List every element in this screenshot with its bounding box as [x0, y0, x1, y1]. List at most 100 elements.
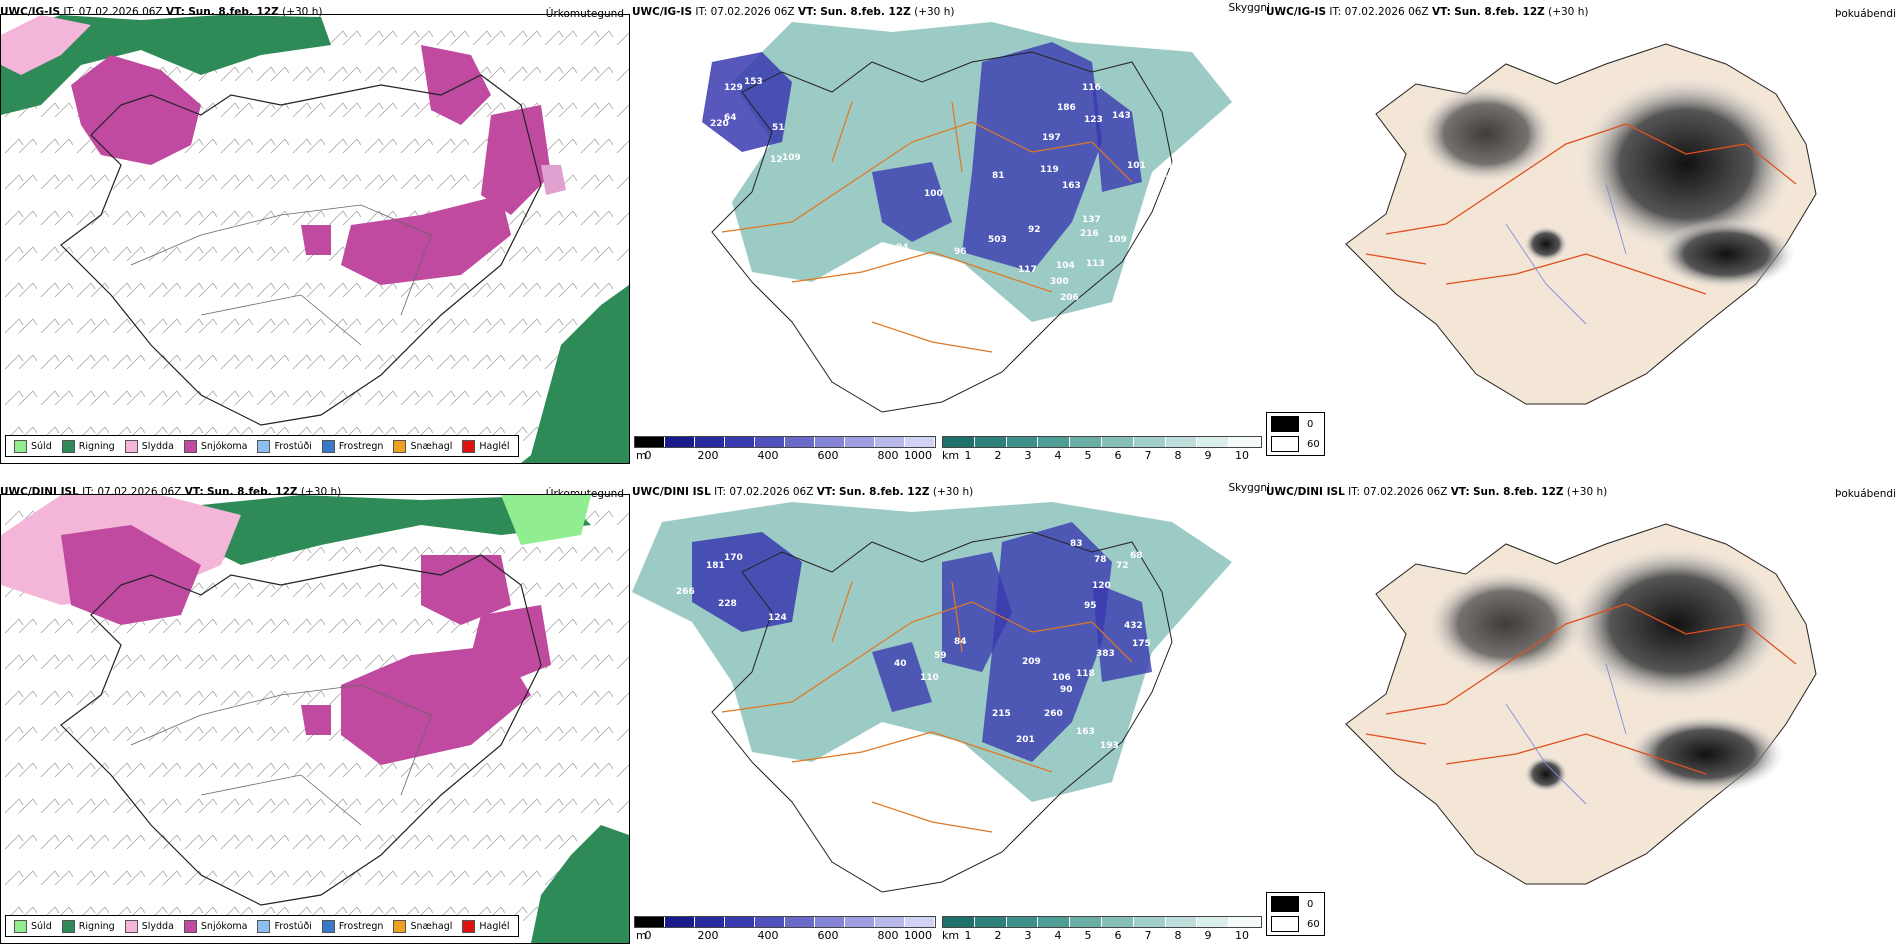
legend-item: Súld — [14, 919, 52, 933]
colorbar-swatch — [1165, 437, 1198, 447]
scale-tick: 9 — [1204, 929, 1212, 942]
ceiling-label: 94 — [896, 243, 909, 253]
colorbar-swatch — [875, 437, 905, 447]
legend-item: Snjókoma — [183, 919, 247, 933]
legend-swatch — [14, 439, 27, 453]
legend-swatch — [462, 439, 476, 453]
colorbar-swatch — [875, 917, 905, 927]
legend-swatch — [124, 439, 138, 453]
precip-type-panel-top: UWC/IG-IS IT: 07.02.2026 06Z VT: Sun. 8.… — [0, 0, 630, 464]
ceiling-label: 113 — [1086, 259, 1105, 269]
init-time: 07.02.2026 06Z — [1344, 6, 1429, 18]
legend-label: Haglél — [479, 920, 510, 932]
ceiling-label: 104 — [1056, 261, 1075, 271]
colorbar-swatch — [1229, 437, 1261, 447]
legend-swatch — [61, 919, 75, 933]
colorbar-swatch — [905, 437, 935, 447]
legend-item: Haglél — [462, 919, 510, 933]
legend-label: Frostúði — [274, 920, 312, 932]
lead-time: (+30 h) — [932, 486, 974, 498]
ceiling-label: 137 — [1082, 215, 1101, 225]
ceiling-visibility-panel-bottom: UWC/DINI ISL IT: 07.02.2026 06Z VT: Sun.… — [632, 480, 1270, 942]
scale-tick: 600 — [817, 449, 839, 462]
ceiling-label: 201 — [1016, 735, 1035, 745]
visibility-scale-ticks: km 1 2 3 4 5 6 7 8 9 10 — [942, 928, 1262, 942]
legend-swatch — [183, 919, 197, 933]
ceiling-label: 83 — [1166, 161, 1179, 171]
scale-tick: 1 — [964, 449, 972, 462]
scale-tick: 200 — [697, 929, 719, 942]
scale-tick: 400 — [757, 929, 779, 942]
legend-item: Rigning — [61, 439, 115, 453]
colorbar-swatch — [755, 437, 785, 447]
legend-item: Frostregn — [321, 439, 383, 453]
scale-tick: 5 — [1084, 929, 1092, 942]
scale-tick: 5 — [1084, 449, 1092, 462]
product-title: Þokuábendi — [1835, 8, 1896, 20]
legend-swatch — [61, 439, 75, 453]
legend-label: Frostregn — [338, 920, 384, 932]
vt-label: VT: — [797, 6, 817, 18]
ceiling-label: 123 — [1084, 115, 1103, 125]
fog-legend-swatch — [1271, 916, 1299, 932]
visibility-scale: km 1 2 3 4 5 6 7 8 9 10 — [942, 916, 1262, 942]
init-time: 07.02.2026 06Z — [729, 486, 814, 498]
ceiling-label: 101 — [1127, 161, 1146, 171]
legend-item: Frostregn — [321, 919, 384, 933]
fog-indicator-panel-top: UWC/IG-IS IT: 07.02.2026 06Z VT: Sun. 8.… — [1266, 0, 1896, 460]
colorbar-swatch — [1133, 437, 1166, 447]
legend-item: Snæhagl — [393, 439, 453, 453]
ceiling-scale-ticks: m 0 200 400 600 800 1000 — [634, 448, 936, 462]
ceiling-label: 90 — [1060, 685, 1073, 695]
ceiling-label: 215 — [992, 709, 1011, 719]
fog-legend-row: 0 — [1271, 416, 1320, 432]
ceiling-label: 64 — [724, 113, 737, 123]
model-name: UWC/IG-IS — [632, 6, 693, 18]
product-title: Þokuábendi — [1835, 488, 1896, 500]
panel-header: UWC/DINI ISL IT: 07.02.2026 06Z VT: Sun.… — [632, 486, 1262, 500]
colorbar-swatch — [1038, 437, 1071, 447]
colorbar-swatch — [845, 437, 875, 447]
ceiling-label: 51 — [772, 123, 785, 133]
it-label: IT: — [1348, 486, 1361, 498]
ceiling-label: 78 — [1094, 555, 1107, 565]
ceiling-value-labels: 129 153 220 64 51 12 109 100 81 186 116 … — [710, 77, 1191, 303]
model-name: UWC/IG-IS — [1266, 6, 1327, 18]
ceiling-label: 129 — [724, 83, 743, 93]
fog-legend-swatch — [1271, 416, 1299, 432]
scale-unit: km — [942, 929, 960, 942]
ceiling-label: 175 — [1132, 639, 1151, 649]
colorbar-swatch — [974, 917, 1007, 927]
legend-label: Súld — [31, 920, 52, 932]
ceiling-label: 92 — [1028, 225, 1041, 235]
legend-label: Snæhagl — [410, 920, 453, 932]
colorbar-swatch — [943, 917, 975, 927]
legend-item: Rigning — [61, 919, 115, 933]
ceiling-label: 106 — [1052, 673, 1071, 683]
init-time: 07.02.2026 06Z — [710, 6, 795, 18]
colorbar-swatch — [815, 437, 845, 447]
it-label: IT: — [82, 486, 95, 498]
legend-label: Snæhagl — [410, 440, 453, 452]
panel-header: UWC/DINI ISL IT: 07.02.2026 06Z VT: Sun.… — [1266, 486, 1896, 500]
visibility-colorbar — [942, 436, 1262, 448]
it-label: IT: — [714, 486, 727, 498]
ceiling-label: 181 — [706, 561, 725, 571]
ceiling-label: 503 — [988, 235, 1007, 245]
scale-tick: 1000 — [904, 929, 932, 942]
ceiling-label: 170 — [724, 553, 743, 563]
ceiling-value-labels: 181 170 266 228 124 84 59 209 106 118 38… — [676, 539, 1151, 751]
legend-item: Snjókoma — [183, 439, 247, 453]
fog-legend-row: 60 — [1271, 436, 1320, 452]
precip-type-panel-bottom: UWC/DINI ISL IT: 07.02.2026 06Z VT: Sun.… — [0, 480, 630, 944]
model-name: UWC/DINI ISL — [632, 486, 711, 498]
lead-time: (+30 h) — [914, 6, 955, 18]
colorbar-swatch — [815, 917, 845, 927]
fog-legend-row: 0 — [1271, 896, 1320, 912]
ceiling-label: 119 — [1040, 165, 1059, 175]
model-name: UWC/DINI ISL — [1266, 486, 1345, 498]
legend-swatch — [257, 919, 271, 933]
legend-item: Slydda — [124, 439, 174, 453]
ceiling-label: 83 — [1070, 539, 1083, 549]
colorbar-swatch — [785, 437, 815, 447]
